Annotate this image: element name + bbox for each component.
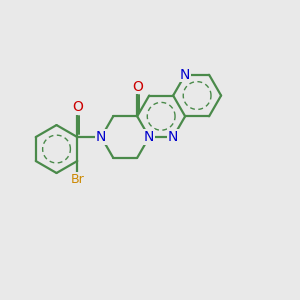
Text: O: O xyxy=(132,80,142,94)
Text: Br: Br xyxy=(70,173,84,186)
Text: N: N xyxy=(168,130,178,144)
Text: O: O xyxy=(72,100,83,114)
Text: N: N xyxy=(96,130,106,144)
Text: N: N xyxy=(180,68,190,82)
Text: N: N xyxy=(144,130,154,144)
